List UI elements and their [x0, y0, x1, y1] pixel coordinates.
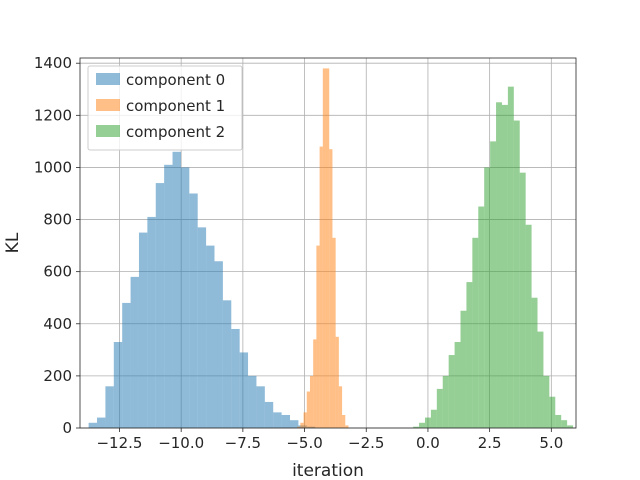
bar-series-1-bin-13 [338, 386, 343, 428]
bar-series-2-bin-4 [436, 388, 443, 428]
bar-series-2-bin-2 [424, 417, 431, 428]
x-tick-label-5: 0.0 [416, 434, 440, 452]
bar-series-2-bin-14 [496, 102, 502, 428]
x-tick-label-4: −2.5 [348, 434, 384, 452]
bar-series-1-bin-2 [303, 412, 307, 428]
bar-series-1-bin-15 [345, 425, 349, 428]
bar-series-0-bin-16 [222, 300, 232, 428]
bar-series-2-bin-15 [501, 104, 508, 429]
bar-series-0-bin-9 [164, 164, 173, 428]
y-tick-label-3: 600 [43, 263, 72, 281]
x-tick-label-1: −10.0 [158, 434, 204, 452]
bar-series-2-bin-7 [454, 342, 461, 428]
bar-series-2-bin-0 [413, 426, 420, 428]
x-tick-label-2: −7.5 [225, 434, 261, 452]
bar-series-0-bin-19 [248, 375, 257, 428]
bar-series-1-bin-1 [300, 422, 304, 428]
bar-series-0-bin-18 [239, 352, 249, 428]
bar-series-2-bin-17 [513, 120, 520, 428]
y-tick-label-2: 400 [43, 315, 72, 333]
bar-series-2-bin-3 [430, 409, 437, 428]
bar-series-0-bin-3 [113, 342, 123, 428]
legend-entry-component-1: component 1 [126, 97, 225, 115]
y-tick-label-0: 0 [62, 419, 72, 437]
x-tick-label-7: 5.0 [539, 434, 563, 452]
bar-series-0-bin-10 [172, 151, 181, 429]
legend-entry-component-0: component 0 [126, 71, 225, 89]
bar-series-0-bin-1 [97, 417, 106, 428]
histogram-bars [88, 68, 574, 429]
bar-series-0-bin-17 [231, 328, 240, 428]
bar-series-2-bin-5 [442, 375, 449, 428]
bar-series-2-bin-21 [537, 331, 544, 428]
bar-series-1-bin-8 [322, 68, 327, 428]
bar-series-2-bin-18 [519, 172, 526, 428]
bar-series-0-bin-20 [256, 386, 265, 428]
x-tick-label-3: −5.0 [286, 434, 322, 452]
legend-swatch-component-0 [96, 73, 120, 85]
x-axis-ticks: −12.5 −10.0 −7.5 −5.0 −2.5 0.0 2.5 5.0 [96, 428, 563, 452]
bar-series-0-bin-22 [273, 412, 282, 428]
bar-series-2-bin-25 [561, 420, 568, 428]
bar-series-2-bin-16 [507, 86, 514, 428]
bar-series-0-bin-24 [289, 420, 299, 428]
bar-series-0-bin-7 [147, 216, 156, 428]
bar-series-2-bin-10 [472, 237, 479, 428]
plot-frame [79, 57, 577, 429]
bar-series-0-bin-12 [189, 193, 198, 428]
bar-series-0-bin-23 [281, 414, 290, 428]
x-tick-label-6: 2.5 [478, 434, 502, 452]
bar-series-2-bin-19 [525, 224, 532, 428]
bar-series-0-bin-5 [130, 276, 139, 428]
bar-series-1-bin-9 [326, 68, 330, 428]
bar-series-1-bin-7 [319, 146, 323, 428]
bar-series-1-bin-12 [335, 336, 339, 428]
bar-series-0-bin-2 [105, 386, 114, 428]
legend-box [87, 65, 243, 151]
bar-series-2-bin-12 [484, 167, 491, 428]
bar-series-0-bin-21 [264, 401, 274, 428]
bar-series-2-bin-8 [460, 310, 467, 428]
bar-series-0-bin-6 [138, 232, 148, 428]
y-axis-ticks: 0 200 400 600 800 1000 1200 1400 [34, 54, 80, 437]
bar-series-0-bin-14 [206, 245, 215, 428]
legend-swatch-component-2 [96, 125, 120, 137]
y-tick-label-5: 1000 [34, 158, 72, 176]
bar-series-0-bin-13 [197, 227, 207, 428]
bar-series-0-bin-11 [180, 167, 190, 428]
bar-series-1-bin-10 [329, 149, 333, 428]
bar-series-1-bin-6 [316, 245, 320, 428]
y-axis-label: KL [3, 232, 23, 253]
bar-series-1-bin-4 [309, 375, 314, 428]
bar-series-0-bin-4 [122, 302, 131, 428]
y-tick-label-6: 1200 [34, 106, 72, 124]
legend: component 0 component 1 component 2 [87, 65, 243, 151]
legend-entry-component-2: component 2 [126, 123, 225, 141]
bar-series-1-bin-14 [342, 414, 346, 428]
bar-series-1-bin-5 [313, 339, 317, 428]
bar-series-1-bin-3 [306, 391, 310, 428]
bar-series-0-bin-8 [155, 183, 165, 428]
y-tick-label-1: 200 [43, 367, 72, 385]
bar-series-1-bin-0 [297, 426, 301, 428]
bar-series-2-bin-9 [466, 282, 473, 428]
legend-swatch-component-1 [96, 99, 120, 111]
bar-series-0-bin-0 [88, 422, 98, 428]
x-axis-label: iteration [292, 461, 364, 480]
bar-series-2-bin-11 [478, 206, 485, 428]
y-tick-label-7: 1400 [34, 54, 72, 72]
bar-series-2-bin-20 [531, 297, 538, 428]
bar-series-2-bin-22 [543, 375, 550, 428]
bar-series-2-bin-1 [419, 422, 425, 428]
bar-series-2-bin-26 [567, 425, 574, 428]
bar-series-2-bin-13 [490, 141, 497, 428]
bar-series-1-bin-11 [332, 237, 336, 428]
y-tick-label-4: 800 [43, 211, 72, 229]
bar-series-0-bin-15 [214, 261, 223, 428]
x-tick-label-0: −12.5 [96, 434, 142, 452]
bar-series-2-bin-6 [448, 355, 455, 428]
bar-series-2-bin-23 [549, 396, 556, 428]
bar-series-2-bin-24 [555, 414, 562, 428]
